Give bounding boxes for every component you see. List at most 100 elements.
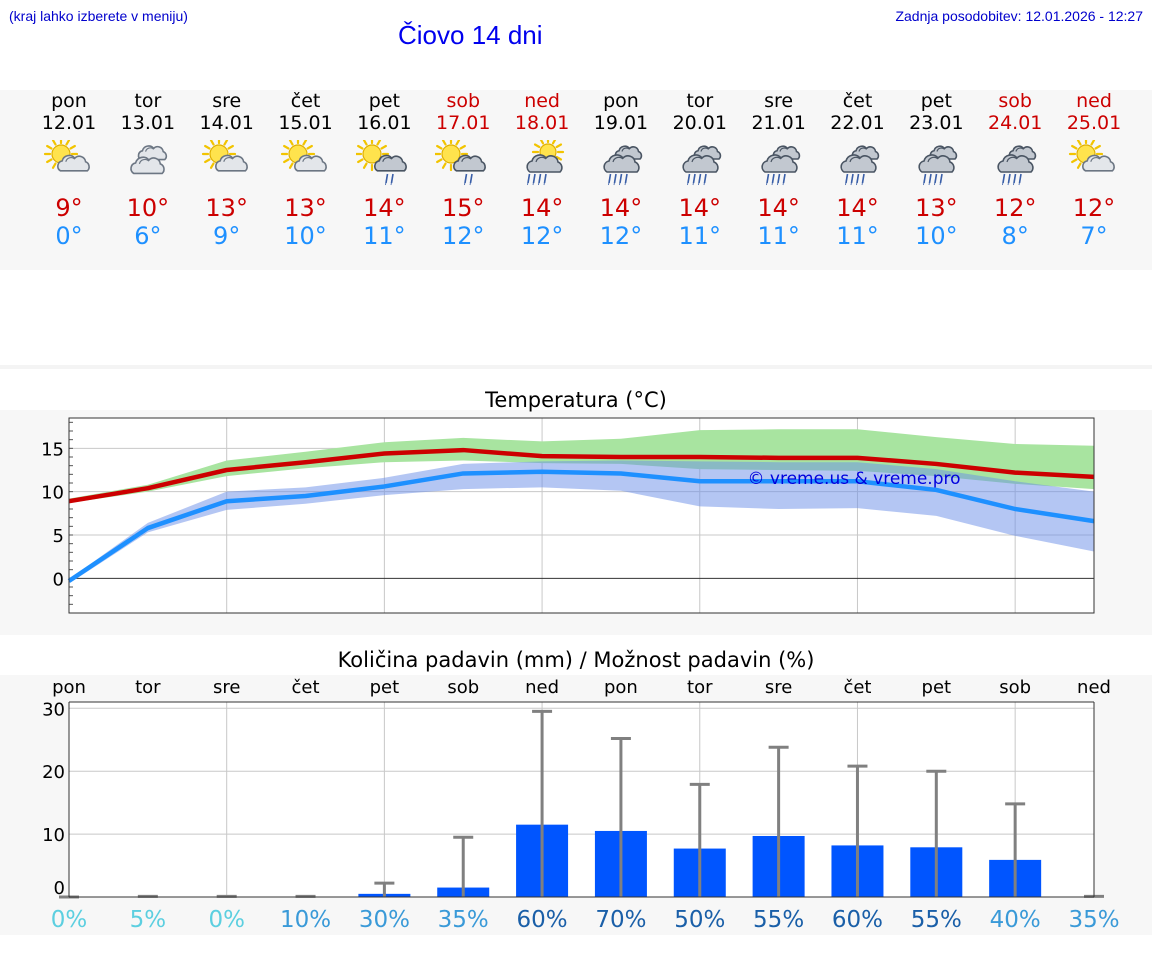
sun-ray — [436, 144, 443, 150]
max-temperature: 14° — [363, 194, 406, 222]
rain-drop — [844, 175, 847, 186]
day-date: 12.01 — [41, 112, 97, 134]
max-temperature: 14° — [757, 194, 800, 222]
cloud-shape — [1006, 156, 1018, 163]
cloud-shape — [453, 154, 487, 172]
min-temperature: 11° — [678, 222, 722, 250]
precipitation-probability: 55% — [911, 907, 962, 933]
precipitation-probability: 10% — [280, 907, 331, 933]
sun-cloud-icon — [43, 140, 90, 172]
day-name: sob — [446, 90, 481, 112]
rain-drop — [390, 175, 394, 186]
max-temperature: 14° — [836, 194, 879, 222]
max-range-band — [69, 429, 1094, 503]
sun-cloud-icon — [280, 140, 327, 172]
sun-ray — [459, 144, 467, 150]
rain-drop — [855, 175, 858, 186]
max-temperature: 12° — [1072, 194, 1116, 222]
min-temperature: 12° — [520, 222, 564, 250]
min-temperature-line — [67, 469, 1095, 583]
max-temperature: 9° — [55, 194, 83, 222]
temperature-chart: 0 5 10 15 © vreme.us & vreme.pro — [41, 417, 1095, 614]
precipitation-probability: 35% — [438, 907, 489, 933]
sun-disc — [362, 144, 382, 164]
sun-ray — [301, 140, 307, 146]
sun-ray — [1076, 140, 1082, 146]
day-column: čet 22.01 14° 11° — [818, 90, 898, 250]
temperature-chart-title: Temperatura (°C) — [485, 388, 667, 412]
y-tick-label: 15 — [41, 439, 64, 460]
day-name: pet — [920, 90, 952, 112]
day-column: čet 15.01 13° 10° — [266, 90, 346, 250]
sun-cloud-icon — [280, 140, 327, 172]
sun-ray — [551, 140, 557, 145]
min-temperature: 11° — [757, 222, 800, 250]
day-date: 22.01 — [830, 112, 885, 134]
plot-frame — [68, 417, 1095, 614]
x-category-label: pet — [370, 677, 400, 698]
cloud-rain-icon — [761, 145, 800, 186]
precipitation-probability: 40% — [990, 907, 1041, 933]
cloud-rain-icon — [839, 145, 879, 186]
cloud-rain-icon — [997, 145, 1037, 186]
sun-cloud-icon — [1068, 140, 1115, 172]
x-category-label: pon — [604, 677, 638, 698]
cloud-shape — [222, 157, 233, 163]
daily-forecast: pon 12.01 9° 0° tor 13.01 10° 6° sre 14.01 13° 9° če… — [0, 90, 1152, 270]
cloud-shape — [770, 156, 782, 163]
x-category-label: pet — [922, 677, 952, 698]
rain-drop — [703, 175, 706, 186]
cloudy-icon — [130, 145, 167, 175]
y-tick-label: 20 — [42, 762, 65, 783]
sun-ray — [282, 158, 290, 164]
min-temperature: 9° — [213, 222, 241, 250]
day-name: tor — [134, 90, 162, 112]
day-date: 18.01 — [514, 112, 570, 134]
x-category-label: pon — [52, 677, 86, 698]
x-category-label: čet — [292, 677, 320, 698]
max-temperature: 10° — [126, 194, 170, 222]
day-date: 21.01 — [751, 112, 806, 134]
sun-ray — [363, 162, 368, 169]
x-category-label: tor — [135, 677, 161, 698]
sun-cloud-icon — [201, 140, 248, 172]
sun-ray — [288, 140, 294, 146]
sun-ray — [209, 162, 215, 169]
sun-ray — [69, 144, 76, 150]
cloud-shape — [144, 147, 154, 152]
location-hint: (kraj lahko izberete v meniju) — [9, 8, 188, 24]
day-date: 24.01 — [987, 112, 1043, 134]
cloud-shape — [138, 158, 150, 165]
sun-ray — [363, 140, 368, 146]
x-category-label: ned — [525, 677, 559, 698]
min-temperature: 12° — [441, 222, 485, 250]
page-title: Čiovo 14 dni — [398, 20, 543, 50]
cloud-rain-icon — [918, 145, 958, 186]
sun-ray — [65, 140, 71, 146]
sun-ray — [455, 140, 461, 146]
day-column: sob 24.01 12° 8° — [975, 90, 1055, 250]
rain-drop — [765, 175, 769, 186]
sun-ray — [1094, 144, 1102, 150]
min-temperature: 7° — [1080, 222, 1108, 250]
rain-drop — [861, 175, 864, 186]
max-temperature: 12° — [993, 194, 1037, 222]
rain-drop — [939, 175, 943, 186]
x-category-label: čet — [843, 677, 871, 698]
precipitation-chart: 0102030pon0%tor5%sre0%čet10%pet30%sob35%… — [42, 677, 1119, 933]
sun-ray — [539, 140, 545, 145]
cloud-shape — [293, 154, 327, 172]
cloud-rain-icon — [603, 145, 643, 186]
sun-ray — [357, 144, 364, 150]
day-column: ned 18.01 14° 12° — [502, 90, 582, 250]
cloud-shape — [839, 154, 877, 173]
cloud-shape — [1090, 157, 1101, 163]
day-date: 15.01 — [278, 112, 333, 134]
sun-ray — [209, 140, 215, 146]
max-temperature: 13° — [915, 194, 958, 222]
watermark: © vreme.us & vreme.pro — [747, 469, 960, 489]
rain-drop — [532, 175, 535, 186]
cloud-shape — [65, 157, 76, 163]
sun-cloud-rain-icon — [526, 140, 565, 186]
sun-ray — [223, 140, 228, 146]
